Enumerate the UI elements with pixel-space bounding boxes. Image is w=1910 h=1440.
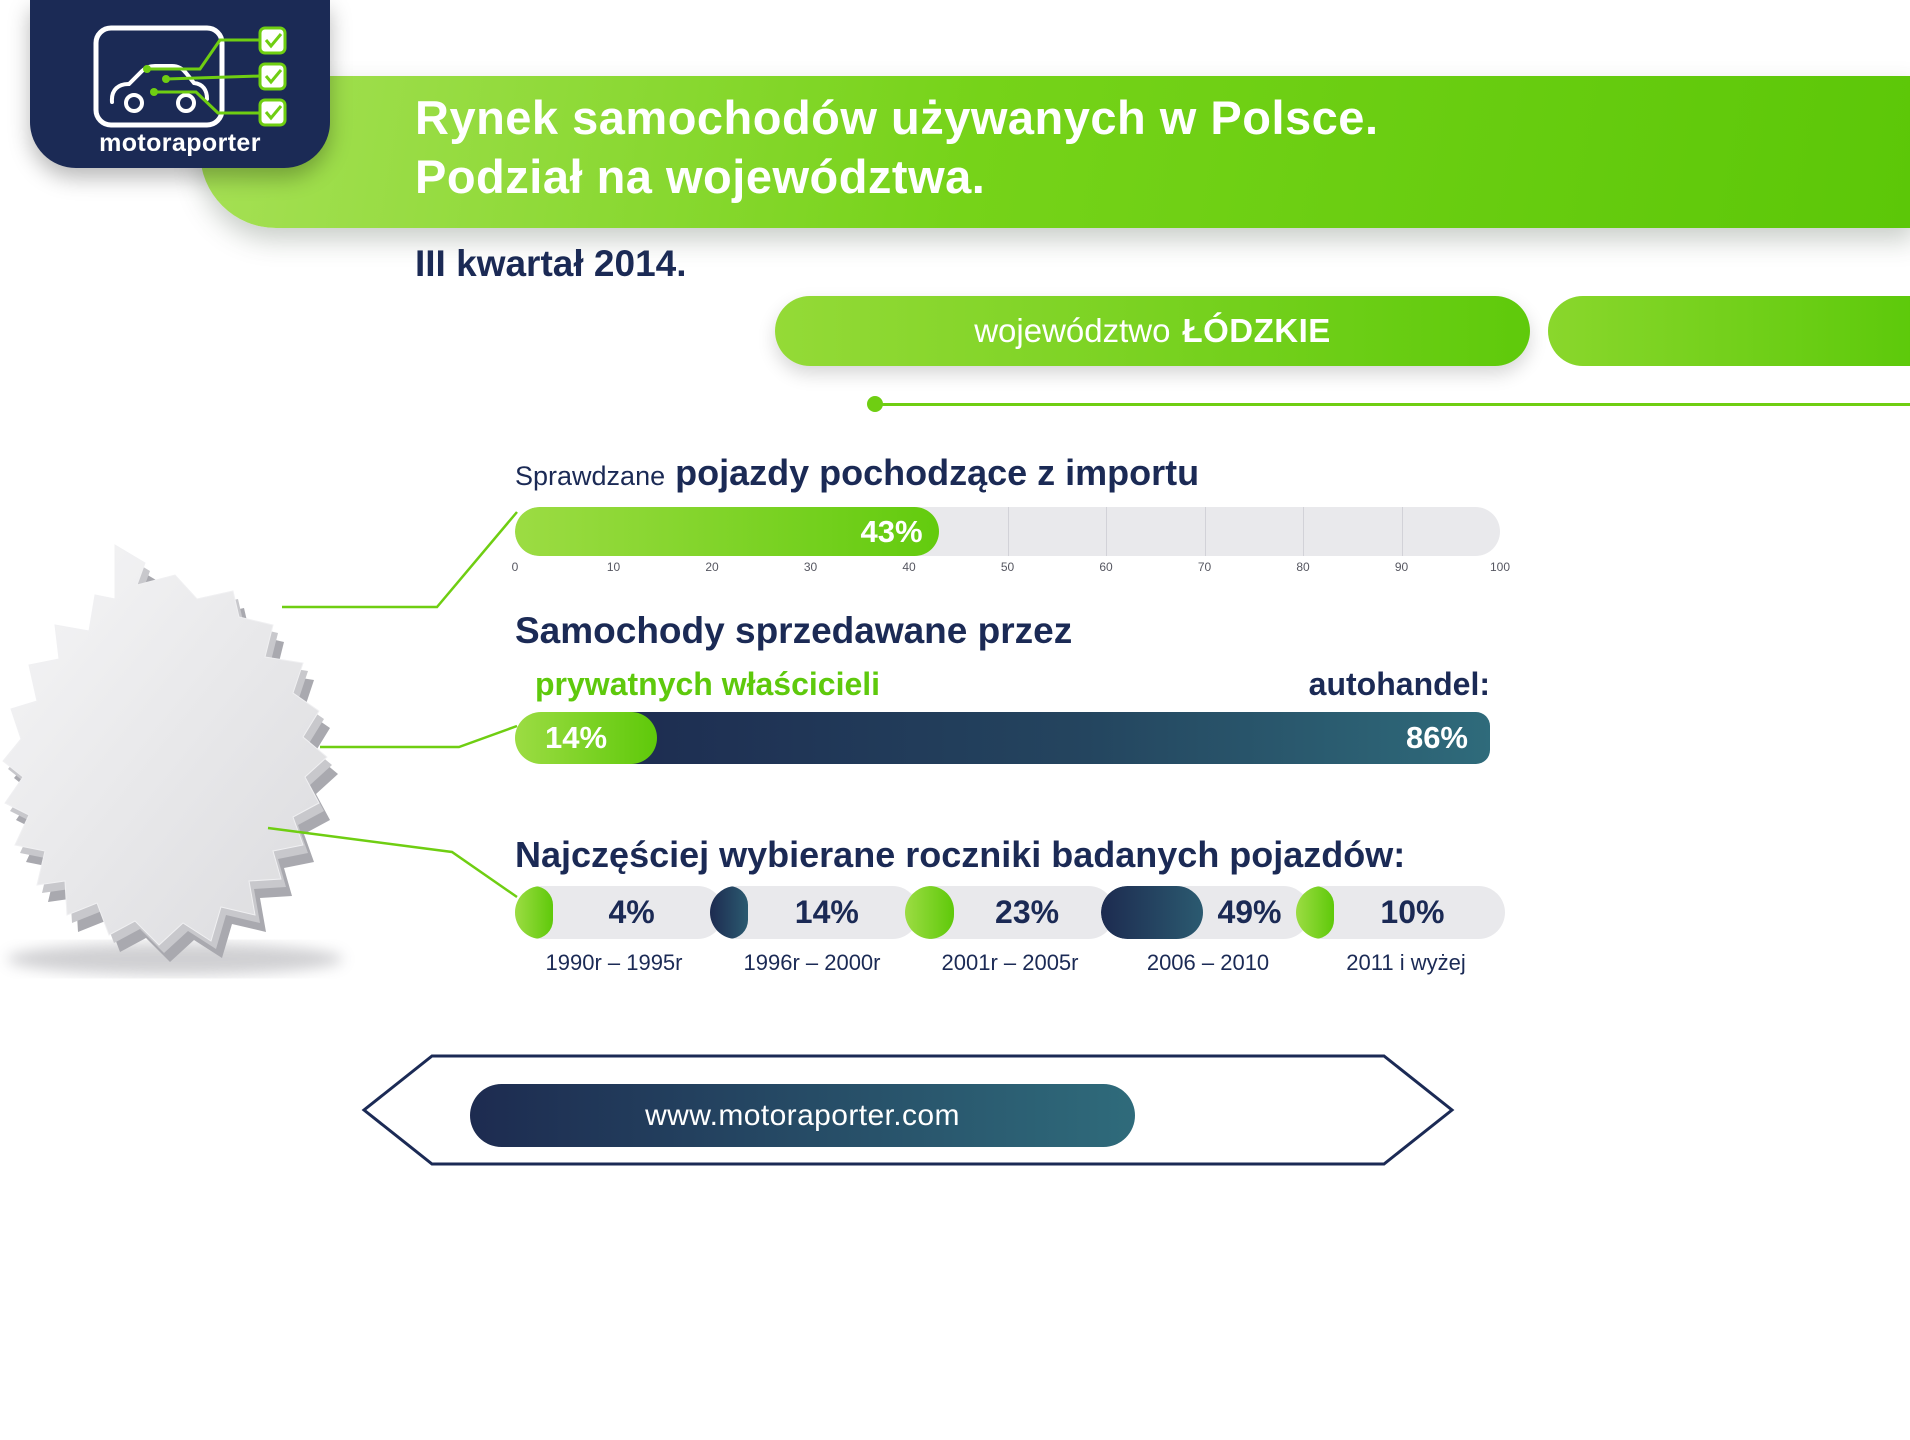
year-range: 2011 i wyżej [1346,950,1466,975]
private-owners-value: 14% [545,720,608,755]
year-segment-fill [905,886,954,939]
checkbox-icon [258,62,287,91]
year-segment-fill [1100,886,1204,939]
dealers-label: autohandel: [1308,666,1490,702]
brand-logo-block: motoraporter [30,0,330,168]
years-section-title: Najczęściej wybierane roczniki badanych … [515,834,1406,875]
year-range: 1990r – 1995r [545,950,683,975]
year-segment: 49% [1100,886,1310,939]
year-segment-value: 14% [794,894,859,930]
sellers-labels: prywatnych właścicieli autohandel: [515,666,1490,703]
divider-line [875,403,1910,406]
region-map [2,544,343,975]
region-banner: województwo ŁÓDZKIE [775,296,1530,366]
sellers-section-title: Samochody sprzedawane przez [515,610,1073,651]
grid-tick [1204,507,1206,556]
sellers-bar: 86% 14% [515,712,1490,764]
year-range: 2001r – 2005r [941,950,1079,975]
brand-name: motoraporter [99,129,261,157]
year-range: 1996r – 2000r [743,950,881,975]
year-segment: 23% [905,886,1115,939]
year-segment: 4% [515,886,725,939]
axis-tick-label: 80 [1296,560,1310,574]
axis-tick-label: 20 [705,560,719,574]
page-title-line1: Rynek samochodów używanych w Polsce. [415,91,1379,144]
import-bar: 43% [515,507,1500,556]
region-prefix: województwo [974,312,1171,349]
checkbox-icon [258,26,287,55]
year-segment-fill [710,886,749,939]
axis-tick-label: 50 [1000,560,1015,574]
page-title-line2: Podział na województwa. [415,150,986,204]
year-range: 2006 – 2010 [1146,950,1270,975]
title-banner [200,76,1910,228]
private-owners-bar-segment: 14% [515,712,657,764]
region-banner-fragment [1548,296,1910,366]
axis-tick-label: 0 [511,560,519,574]
website-link[interactable]: www.motoraporter.com [470,1084,1135,1147]
region-name: ŁÓDZKIE [1182,312,1331,349]
checkbox-icon [258,98,287,127]
import-bar-fill: 43% [515,507,939,556]
import-title-main: pojazdy pochodzące z importu [675,452,1200,493]
year-segment-fill [1295,886,1334,939]
year-segment-value: 23% [995,894,1060,930]
year-segment-value: 10% [1380,894,1445,930]
dealers-value: 86% [1405,720,1468,755]
axis-tick-label: 70 [1197,560,1212,574]
import-axis: 0 10 20 30 40 50 60 70 80 90 100 [511,560,1510,576]
years-bar: 4% 14% 23% 49% 10% [515,886,1506,939]
private-owners-label: prywatnych właścicieli [535,666,881,702]
axis-tick-label: 10 [606,560,621,574]
year-segment-value: 49% [1217,894,1282,930]
quarter-label: III kwartał 2014. [415,243,687,284]
car-icon [109,64,209,104]
axis-tick-label: 90 [1394,560,1409,574]
year-segment-fill [515,886,553,939]
grid-tick [1106,507,1107,556]
year-segment: 10% [1295,886,1506,939]
year-range-labels: 1990r – 1995r 1996r – 2000r 2001r – 2005… [515,950,1505,976]
grid-tick [1303,507,1304,556]
axis-tick-label: 60 [1099,560,1113,574]
axis-tick-label: 30 [803,560,818,574]
website-url: www.motoraporter.com [645,1098,960,1132]
grid-tick [1401,507,1403,556]
map-shadow [7,943,343,975]
axis-tick-label: 100 [1489,560,1511,574]
dealers-bar-segment: 86% [595,712,1490,764]
import-title-prefix: Sprawdzane [515,461,666,491]
page-title: Rynek samochodów używanych w Polsce. Pod… [415,88,1379,206]
car-checklist-icon [93,25,287,128]
grid-tick [1007,507,1009,556]
axis-tick-label: 40 [902,560,916,574]
import-value: 43% [860,513,923,549]
year-segment-value: 4% [608,894,655,930]
year-segment: 14% [710,886,920,939]
import-section-title: Sprawdzane pojazdy pochodzące z importu [515,452,1199,494]
